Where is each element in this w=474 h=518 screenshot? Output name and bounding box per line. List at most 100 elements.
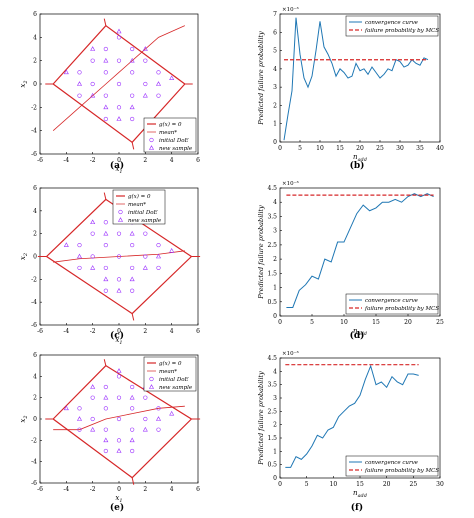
initial-doe-point <box>116 81 122 87</box>
y-exponent-label: ×10⁻³ <box>282 180 299 187</box>
x-tick-label: 4 <box>170 486 174 493</box>
y-tick-label: 0 <box>273 139 277 146</box>
limit-state-branch <box>131 313 135 321</box>
y-tick-label: -6 <box>31 322 37 329</box>
y-tick-label: 3.5 <box>267 382 277 389</box>
limit-state-branch <box>131 142 135 150</box>
x-axis-label: nadd <box>353 153 367 163</box>
x-tick-label: -6 <box>37 486 43 493</box>
y-tick-label: 0 <box>273 475 277 482</box>
new-sample-point <box>103 57 109 63</box>
new-sample-point <box>103 276 109 282</box>
y-tick-label: 2 <box>273 102 277 109</box>
initial-doe-point <box>130 406 135 411</box>
initial-doe-point <box>103 427 108 432</box>
new-sample-point <box>90 92 96 98</box>
legend-label: mean* <box>159 369 177 375</box>
initial-doe-point <box>130 288 135 293</box>
plot-frame <box>279 187 441 317</box>
y-axis-label: x2 <box>19 253 29 260</box>
new-sample-point <box>129 104 135 110</box>
initial-doe-point <box>130 265 135 271</box>
new-sample-point <box>103 394 109 400</box>
legend-label: failure probability by MCS <box>364 468 439 474</box>
panel-f: 0 5 10 15 20 25 30 0 0.5 1 1.5 2 2.5 3 3.5 4 4.5 nadd Pred… <box>257 350 444 513</box>
y-tick-label: -6 <box>31 480 37 487</box>
convergence-curve <box>286 193 434 308</box>
x-tick-label: 6 <box>196 486 200 493</box>
initial-doe-point <box>130 116 135 122</box>
initial-doe-point <box>103 116 108 122</box>
legend-label: initial DoE <box>159 377 189 383</box>
y-tick-label: 4 <box>273 368 277 375</box>
x-tick-label: 6 <box>196 328 200 335</box>
legend: convergence curve failure probability by … <box>345 15 439 37</box>
y-tick-label: 6 <box>33 185 37 192</box>
initial-doe-point <box>143 81 148 87</box>
legend: g(x) = 0 mean* initial DoE new sample <box>112 189 166 225</box>
initial-doe-point <box>156 242 161 248</box>
x-tick-label: 6 <box>196 157 200 164</box>
legend-label: initial DoE <box>128 210 158 216</box>
y-axis-label: Predicted failure probability <box>257 371 265 466</box>
x-tick-label: -4 <box>63 328 69 335</box>
x-tick-label: -2 <box>90 328 96 335</box>
new-sample-point <box>142 92 148 98</box>
y-axis-label: Predicted failure probability <box>257 205 265 300</box>
new-sample-point <box>76 253 83 259</box>
panel-c: -6 -4 -2 0 2 4 6 -6 -4 -2 0 2 4 6 x1 x2 (c) g(x) = 0 mean*… <box>19 185 201 346</box>
y-tick-label: -4 <box>31 459 37 466</box>
y-tick-label: 1 <box>273 285 277 292</box>
initial-doe-point <box>77 242 82 248</box>
mean-curve <box>53 405 185 431</box>
panel-d: 0 5 10 15 20 25 0 0.5 1 1.5 2 2.5 3 3.5 4 4.5 nadd Predic… <box>257 180 444 341</box>
initial-doe-point <box>103 46 108 52</box>
initial-doe-point <box>90 416 95 422</box>
legend-swatch-triangle <box>117 217 124 222</box>
x-tick-label: 0 <box>117 157 121 164</box>
initial-doe-point <box>103 93 108 98</box>
x-tick-label: 0 <box>117 486 121 493</box>
new-sample-point <box>155 253 162 259</box>
y-tick-label: 0 <box>33 81 37 88</box>
x-tick-label: 2 <box>143 157 147 164</box>
legend-label: initial DoE <box>159 138 189 144</box>
initial-doe-point <box>116 35 122 40</box>
x-tick-label: 20 <box>404 319 412 326</box>
initial-doe-point <box>143 254 148 259</box>
y-tick-label: 2.5 <box>267 242 277 249</box>
y-tick-label: -2 <box>31 104 37 111</box>
y-tick-label: 2 <box>33 231 37 238</box>
x-tick-label: -6 <box>37 157 43 164</box>
initial-doe-point <box>156 265 161 271</box>
y-axis-label: x2 <box>19 415 29 422</box>
new-sample-point <box>90 265 96 270</box>
initial-doe-point <box>90 254 95 259</box>
y-axis-label: x2 <box>19 80 29 87</box>
new-sample-point <box>155 81 162 86</box>
x-tick-label: 20 <box>383 481 391 488</box>
x-tick-label: 2 <box>143 486 147 493</box>
legend-label: g(x) = 0 <box>159 121 182 128</box>
x-tick-label: -2 <box>90 486 96 493</box>
y-tick-label: 3 <box>273 84 277 91</box>
new-sample-point <box>129 230 135 236</box>
initial-doe-point <box>156 70 161 75</box>
panel-b: 0 5 10 15 20 25 30 35 40 0 1 2 3 4 5 6 7 nadd Predicted fa… <box>257 6 444 171</box>
initial-doe-point <box>103 242 108 248</box>
x-tick-label: -4 <box>63 157 69 164</box>
initial-doe-point <box>130 93 135 98</box>
y-tick-label: 1 <box>273 448 277 455</box>
new-sample-point <box>63 242 69 247</box>
new-sample-point <box>76 416 83 421</box>
initial-doe-point <box>130 70 135 75</box>
legend-label: new sample <box>159 385 193 391</box>
new-sample-point <box>129 276 135 282</box>
y-tick-label: 4 <box>273 66 277 73</box>
panel-caption: (f) <box>351 502 363 513</box>
legend-label: new sample <box>128 218 162 224</box>
x-tick-label: 40 <box>436 145 444 152</box>
initial-doe-point <box>156 427 161 432</box>
y-tick-label: 3.5 <box>267 213 277 220</box>
